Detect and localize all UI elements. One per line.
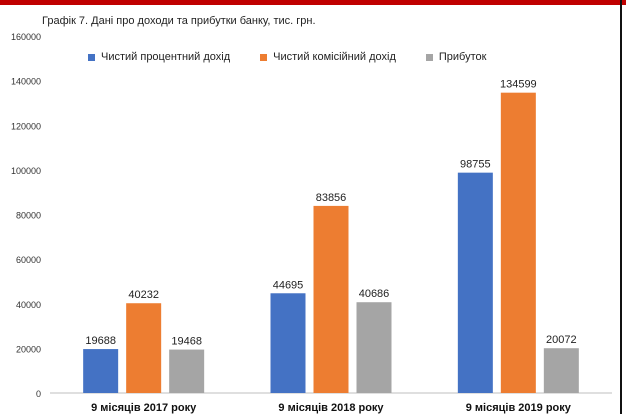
bar [457, 172, 493, 393]
right-frame-edge [620, 0, 622, 414]
data-label: 44695 [273, 279, 304, 291]
y-tick-label: 40000 [16, 300, 41, 310]
legend-item-net-interest-income: Чистий процентний дохід [88, 50, 230, 64]
chart-title: Графік 7. Дані про доходи та прибутки ба… [42, 15, 316, 27]
legend: Чистий процентний дохід Чистий комісійни… [88, 50, 486, 64]
legend-item-profit: Прибуток [425, 50, 487, 64]
legend-item-net-commission-income: Чистий комісійний дохід [260, 50, 396, 64]
top-rule [0, 0, 626, 5]
bar [270, 293, 306, 393]
bar [169, 349, 205, 393]
y-tick-label: 140000 [11, 77, 41, 87]
data-label: 20072 [546, 334, 577, 346]
y-tick-label: 20000 [16, 344, 41, 354]
x-category-label: 9 місяців 2019 року [466, 402, 572, 414]
bar [126, 303, 162, 393]
legend-label: Чистий комісійний дохід [273, 51, 396, 63]
legend-swatch-orange [260, 53, 268, 61]
data-label: 40232 [128, 289, 159, 301]
bar [543, 348, 579, 393]
legend-swatch-gray [425, 53, 433, 61]
y-tick-label: 60000 [16, 255, 41, 265]
legend-swatch-blue [88, 53, 95, 61]
data-label: 134599 [500, 79, 537, 91]
legend-label: Чистий процентний дохід [101, 51, 231, 63]
y-tick-label: 160000 [11, 32, 41, 42]
x-category-label: 9 місяців 2018 року [278, 402, 384, 414]
y-tick-label: 120000 [11, 121, 41, 131]
x-category-label: 9 місяців 2017 року [91, 402, 197, 414]
bar [356, 302, 392, 393]
bar [313, 205, 349, 393]
bar [500, 92, 536, 394]
data-label: 98755 [460, 159, 491, 171]
y-tick-label: 0 [36, 389, 41, 399]
legend-label: Прибуток [438, 51, 487, 63]
data-label: 83856 [316, 192, 347, 204]
data-label: 19468 [171, 336, 202, 348]
data-label: 40686 [359, 288, 390, 300]
bar [83, 349, 119, 393]
data-label: 19688 [85, 335, 116, 347]
y-tick-label: 80000 [16, 211, 41, 221]
y-tick-label: 100000 [11, 166, 41, 176]
